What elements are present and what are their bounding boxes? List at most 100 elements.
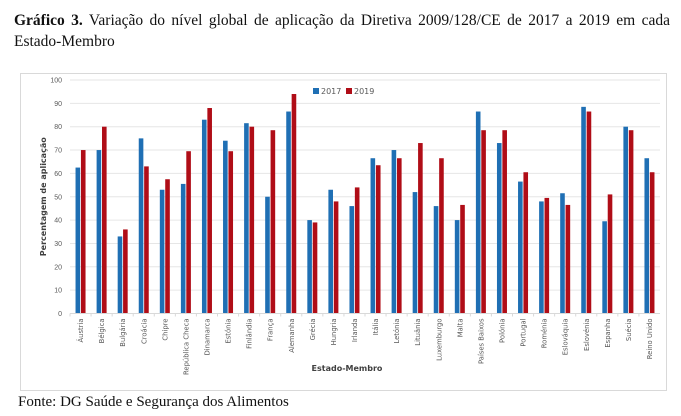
- bar-2019-Países Baixos: [481, 130, 486, 314]
- x-tick-label: Polónia: [498, 319, 506, 343]
- bar-2019-Eslovénia: [586, 111, 592, 314]
- bar-2019-Estónia: [228, 151, 234, 314]
- y-tick-label: 20: [54, 264, 62, 271]
- y-tick-label: 60: [54, 171, 62, 178]
- bar-2017-Polónia: [496, 143, 502, 314]
- x-tick-label: Hungria: [330, 319, 338, 346]
- y-tick-label: 80: [54, 124, 62, 131]
- bar-2019-Irlanda: [354, 187, 360, 314]
- legend-label-2019: 2019: [354, 87, 374, 96]
- x-tick-label: Chipre: [161, 319, 169, 341]
- caption-text: Variação do nível global de aplicação da…: [14, 12, 670, 50]
- legend-swatch-2019: [346, 88, 352, 94]
- bar-2017-Espanha: [602, 221, 607, 314]
- bar-2019-Portugal: [523, 172, 529, 314]
- x-tick-label: Áustria: [76, 319, 85, 343]
- legend: 2017 2019: [313, 87, 374, 96]
- x-tick-label: Itália: [372, 319, 380, 336]
- bar-2019-Malta: [460, 204, 465, 314]
- bar-2017-Alemanha: [286, 111, 291, 314]
- y-axis-ticks: 0 10 20 30 40 50 60 70 80 90 100: [50, 78, 62, 319]
- bar-2017-Bulgária: [117, 236, 123, 314]
- x-tick-label: Países Baixos: [477, 318, 485, 364]
- bar-2019-Hungria: [333, 201, 339, 314]
- x-tick-label: Malta: [456, 319, 464, 338]
- chart-frame: [20, 73, 667, 391]
- bar-2017-Roménia: [539, 201, 544, 314]
- bar-2019-Itália: [375, 165, 381, 314]
- x-axis-labels: Áustria Bélgica Bulgária Croácia Chipre Repúb…: [69, 313, 654, 376]
- bar-2017-Eslovénia: [581, 106, 586, 314]
- x-tick-label: Lituânia: [414, 319, 422, 346]
- x-tick-label: Suécia: [625, 319, 633, 342]
- bar-2019-Polónia: [502, 130, 507, 314]
- bar-2019-Croácia: [144, 166, 149, 314]
- bar-2019-Eslováquia: [565, 204, 571, 314]
- x-tick-label: Alemanha: [288, 319, 296, 353]
- bar-2017-Malta: [454, 220, 460, 314]
- bar-2017-República Checa: [180, 183, 186, 314]
- caption-label: Gráfico 3.: [14, 12, 83, 29]
- legend-swatch-2017: [313, 88, 319, 94]
- bar-2019-Lituânia: [418, 143, 423, 314]
- x-tick-label: França: [267, 319, 275, 342]
- y-tick-label: 30: [54, 241, 62, 248]
- x-tick-label: Bélgica: [98, 319, 106, 344]
- bar-2017-Finlândia: [244, 123, 249, 314]
- x-tick-label: Dinamarca: [203, 319, 211, 356]
- bar-2019-Alemanha: [291, 94, 297, 314]
- bar-2019-Reino Unido: [649, 172, 655, 314]
- x-axis-title: Estado-Membro: [312, 364, 383, 373]
- x-tick-label: Eslovénia: [583, 319, 591, 351]
- x-tick-label: Espanha: [604, 319, 612, 348]
- bar-2019-Suécia: [628, 130, 634, 314]
- bar-2019-Áustria: [80, 150, 86, 314]
- bar-2017-França: [265, 196, 270, 314]
- bars: [75, 94, 655, 314]
- y-tick-label: 10: [54, 288, 62, 295]
- bar-2019-Bélgica: [102, 126, 107, 314]
- bar-2017-Estónia: [223, 140, 228, 314]
- bar-2017-Irlanda: [349, 206, 355, 314]
- bar-2017-Grécia: [307, 220, 312, 314]
- bar-2017-Bélgica: [96, 150, 102, 314]
- legend-label-2017: 2017: [321, 87, 341, 96]
- bar-2017-Reino Unido: [644, 158, 650, 314]
- bar-2019-Finlândia: [249, 126, 255, 314]
- y-axis-title: Percentagem de aplicação: [39, 137, 48, 256]
- y-tick-label: 70: [54, 148, 62, 155]
- bar-2017-Letónia: [391, 150, 397, 314]
- bar-2017-Suécia: [623, 126, 628, 314]
- bar-2017-Croácia: [138, 138, 144, 314]
- x-tick-label: Portugal: [520, 318, 528, 346]
- bar-2019-Luxemburgo: [439, 158, 444, 314]
- bar-2017-Chipre: [159, 189, 165, 314]
- bar-2017-Portugal: [518, 181, 523, 314]
- x-tick-label: Luxemburgo: [435, 319, 443, 361]
- bar-2017-Dinamarca: [201, 119, 207, 314]
- bar-2017-Hungria: [328, 189, 333, 314]
- x-tick-label: Eslováquia: [562, 319, 570, 356]
- x-tick-label: República Checa: [182, 319, 190, 376]
- x-tick-label: Reino Unido: [646, 319, 654, 360]
- x-tick-label: Finlândia: [246, 319, 254, 349]
- bar-2017-Eslováquia: [560, 193, 565, 314]
- source-note: Fonte: DG Saúde e Segurança dos Alimento…: [18, 394, 289, 410]
- bar-2017-Áustria: [75, 167, 81, 314]
- bar-2017-Luxemburgo: [433, 206, 439, 314]
- x-tick-label: Grécia: [309, 319, 317, 341]
- y-tick-label: 100: [50, 78, 62, 85]
- bar-2019-Chipre: [165, 179, 170, 314]
- x-tick-label: Bulgária: [119, 319, 127, 347]
- x-tick-label: Estónia: [225, 319, 233, 344]
- x-tick-label: Croácia: [140, 319, 148, 345]
- y-tick-label: 90: [54, 101, 62, 108]
- bar-2019-Letónia: [397, 158, 402, 314]
- bar-2017-Lituânia: [412, 192, 418, 314]
- bar-2019-Bulgária: [123, 229, 128, 314]
- bar-2019-República Checa: [186, 151, 191, 314]
- bar-2019-Espanha: [607, 194, 613, 314]
- figure-caption: Gráfico 3. Variação do nível global de a…: [14, 10, 670, 52]
- x-tick-label: Roménia: [541, 319, 549, 349]
